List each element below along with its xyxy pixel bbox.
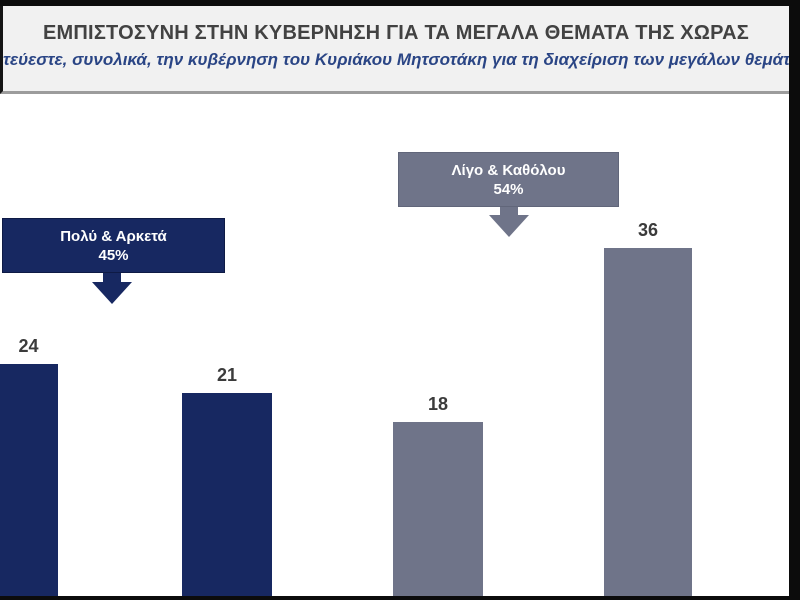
frame-top-strip — [0, 0, 800, 6]
bar-value-21: 21 — [182, 365, 272, 597]
bar-value-18: 18 — [393, 394, 483, 597]
callout-ligo-katholou-percent: 54% — [493, 181, 524, 198]
frame-bottom-strip — [0, 596, 800, 600]
bar-value-label: 21 — [216, 365, 238, 385]
bar-value-label: 36 — [637, 220, 659, 240]
callout-poly-arketa-label: Πολύ & Αρκετά — [60, 228, 167, 245]
bar-value-36: 36 — [604, 220, 692, 597]
down-arrow-stem — [103, 273, 121, 283]
chart-title: ΕΜΠΙΣΤΟΣΥΝΗ ΣΤΗΝ ΚΥΒΕΡΝΗΣΗ ΓΙΑ ΤΑ ΜΕΓΑΛΑ… — [43, 22, 749, 44]
frame-right-strip — [789, 0, 800, 600]
chart-subtitle: τεύεστε, συνολικά, την κυβέρνηση του Κυρ… — [3, 50, 789, 69]
callout-poly-arketa: Πολύ & Αρκετά 45% — [2, 218, 225, 273]
callout-poly-arketa-percent: 45% — [98, 247, 129, 264]
down-arrow-head — [489, 215, 529, 237]
bar-value-24: 24 — [0, 336, 58, 597]
bar-value-label: 18 — [427, 394, 449, 414]
down-arrow-head — [92, 282, 132, 304]
chart-header: ΕΜΠΙΣΤΟΣΥΝΗ ΣΤΗΝ ΚΥΒΕΡΝΗΣΗ ΓΙΑ ΤΑ ΜΕΓΑΛΑ… — [0, 6, 789, 94]
callout-ligo-katholou: Λίγο & Καθόλου 54% — [398, 152, 619, 207]
down-arrow-stem — [500, 207, 518, 216]
bar-value-label: 24 — [18, 336, 39, 356]
callout-ligo-katholou-label: Λίγο & Καθόλου — [451, 162, 566, 179]
plot-area: Πολύ & Αρκετά 45% Λίγο & Καθόλου 54% 24 … — [0, 97, 789, 597]
